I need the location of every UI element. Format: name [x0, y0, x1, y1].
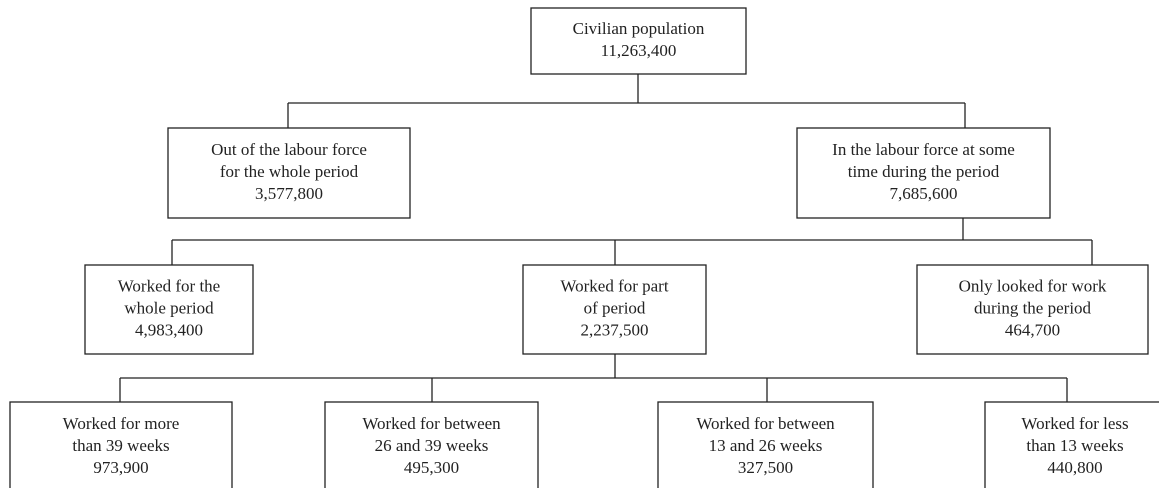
- node: Worked for more than 39 weeks 973,900: [9, 401, 233, 488]
- node-box: [916, 264, 1149, 355]
- node-box: [530, 7, 747, 75]
- node-label: 13 and 26 weeks: [709, 436, 823, 455]
- node: Worked for the whole period 4,983,400: [84, 264, 254, 355]
- node-label: Worked for less: [1021, 414, 1128, 433]
- node-label: Worked for the: [118, 276, 220, 295]
- node: In the labour force at some time during t…: [796, 127, 1051, 219]
- node-label: 26 and 39 weeks: [375, 436, 489, 455]
- node-box: [324, 401, 539, 488]
- node: Only looked for work during the period 464…: [916, 264, 1149, 355]
- node-label: In the labour force at some: [832, 140, 1015, 159]
- node-value: 2,237,500: [581, 320, 649, 339]
- node-label: Worked for between: [696, 414, 835, 433]
- node: Worked for part of period 2,237,500: [522, 264, 707, 355]
- node: Civilian population 11,263,400: [530, 7, 747, 75]
- node-value: 973,900: [93, 458, 148, 477]
- node-label: whole period: [124, 298, 214, 317]
- node-label: Worked for part: [560, 276, 668, 295]
- node-label: Civilian population: [573, 19, 705, 38]
- node-box: [84, 264, 254, 355]
- node: Out of the labour force for the whole per…: [167, 127, 411, 219]
- node-label: of period: [584, 298, 646, 317]
- node-box: [657, 401, 874, 488]
- node: Worked for less than 13 weeks 440,800: [984, 401, 1159, 488]
- node: Worked for between 26 and 39 weeks 495,300: [324, 401, 539, 488]
- node-value: 440,800: [1047, 458, 1102, 477]
- node-label: Worked for more: [63, 414, 180, 433]
- node-value: 4,983,400: [135, 320, 203, 339]
- node-label: during the period: [974, 298, 1092, 317]
- node-label: than 13 weeks: [1026, 436, 1123, 455]
- node-label: Only looked for work: [959, 276, 1107, 295]
- node-label: for the whole period: [220, 162, 359, 181]
- node-box: [522, 264, 707, 355]
- node-value: 464,700: [1005, 320, 1060, 339]
- node-value: 3,577,800: [255, 184, 323, 203]
- node-label: Worked for between: [362, 414, 501, 433]
- node-label: than 39 weeks: [72, 436, 169, 455]
- node-label: Out of the labour force: [211, 140, 367, 159]
- node-box: [984, 401, 1159, 488]
- node-box: [796, 127, 1051, 219]
- node-value: 11,263,400: [601, 41, 677, 60]
- node-label: time during the period: [848, 162, 1000, 181]
- node-value: 7,685,600: [890, 184, 958, 203]
- node-box: [9, 401, 233, 488]
- node-value: 495,300: [404, 458, 459, 477]
- node: Worked for between 13 and 26 weeks 327,500: [657, 401, 874, 488]
- node-value: 327,500: [738, 458, 793, 477]
- node-box: [167, 127, 411, 219]
- connectors: [119, 74, 1093, 402]
